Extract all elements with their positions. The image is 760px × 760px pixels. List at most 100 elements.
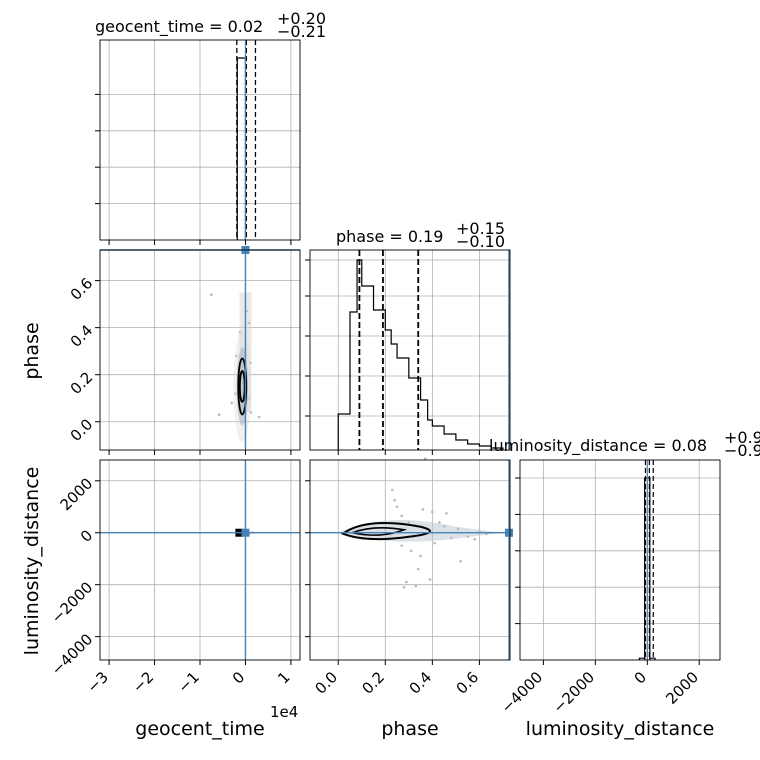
grid-horizontal [100, 94, 300, 205]
scatter-point [230, 401, 234, 405]
x-tick-label: −4000 [498, 668, 547, 717]
scatter-point [245, 309, 249, 313]
panel-phase-hist [305, 249, 511, 455]
title-geocent-time: geocent_time = 0.02 [95, 17, 263, 37]
histogram-bar [236, 57, 247, 240]
contour-contour-outer [237, 357, 248, 416]
scatter-point [445, 511, 448, 515]
y-tick-label: −2000 [48, 578, 97, 627]
grid-vertical [108, 250, 292, 450]
scatter-point [235, 354, 238, 358]
x-tick-label: 0.2 [359, 668, 389, 698]
panel-frame [99, 39, 301, 241]
contour-inner [349, 527, 408, 536]
y-tick-label: −4000 [48, 630, 97, 679]
grid-vertical [542, 460, 700, 660]
scatter-point [419, 554, 422, 558]
scatter-point [414, 584, 418, 588]
xlabel-luminosity-distance: luminosity_distance [526, 718, 715, 740]
contour-outer [340, 522, 431, 541]
scatter-point [405, 580, 408, 584]
truth-marker [241, 528, 250, 537]
x-offset-label: 1e4 [270, 703, 298, 721]
x-tick-label: 0 [631, 668, 650, 687]
scatter-point [409, 549, 413, 553]
scatter-point [400, 514, 404, 518]
y-tick-label: 2000 [57, 474, 97, 514]
y-tick-label: 0.6 [67, 274, 97, 304]
x-tick-label: −3 [84, 668, 112, 696]
x-tick-label: 1 [274, 668, 293, 687]
xlabel-geocent-time: geocent_time [135, 718, 264, 740]
panel-frame [519, 459, 721, 661]
scatter-point [433, 541, 437, 545]
x-tick-label: 2000 [662, 668, 702, 708]
scatter-point [247, 396, 250, 400]
panel-frame [99, 249, 301, 451]
x-tick-label: −2000 [550, 668, 599, 717]
y-tick-label: 0.2 [67, 368, 97, 398]
scatter-point [416, 567, 420, 571]
x-tick-label: −1 [174, 668, 202, 696]
histogram-step [337, 259, 504, 450]
grid-vertical [108, 40, 292, 240]
y-tick-label: 0.0 [67, 415, 97, 445]
title-luminosity-distance-minus: −0.93 [724, 441, 760, 460]
scatter-point [393, 498, 397, 502]
ylabel-luminosity-distance: luminosity_distance [21, 467, 43, 656]
scatter-point [391, 488, 394, 492]
title-phase: phase = 0.19 [336, 227, 443, 246]
grid-vertical [337, 460, 480, 660]
title-phase-minus: −0.10 [456, 232, 505, 251]
title-geocent-time-minus: −0.21 [277, 22, 326, 41]
panel-frame [309, 459, 511, 661]
scatter-point [400, 544, 404, 548]
scatter-point [473, 537, 477, 541]
x-tick-label: 0.6 [453, 668, 483, 698]
scatter-point [428, 578, 432, 581]
y-tick-label: 0.4 [67, 321, 97, 351]
contour-halo [233, 330, 252, 443]
density-band [338, 519, 503, 542]
grid-vertical [108, 460, 292, 660]
scatter-point [249, 411, 253, 414]
panel-frame [309, 249, 511, 451]
scatter-point [238, 331, 242, 334]
contour-contour-inner [238, 370, 246, 403]
scatter-point [431, 510, 434, 514]
x-tick-label: −2 [129, 668, 157, 696]
scatter-point [402, 585, 406, 589]
scatter-point [423, 457, 427, 461]
title-luminosity-distance-plus: +0.99 [724, 428, 760, 447]
scatter-point [234, 392, 237, 395]
title-geocent-time-plus: +0.20 [277, 9, 326, 28]
panel-geocent-time-hist [95, 39, 301, 245]
panel-luminosity-distance-vs-phase: 0.0 0.2 0.4 0.6 [305, 457, 513, 698]
scatter-point [438, 521, 441, 524]
panel-phase-vs-geocent-time: 0.0 0.2 0.4 0.6 [67, 246, 301, 455]
grid-horizontal [310, 259, 510, 417]
grid-horizontal [310, 480, 510, 638]
panel-luminosity-distance-vs-geocent-time: −4000−2000 0 2000 −3 −2 −1 0 1 [48, 459, 301, 696]
scatter-point [247, 321, 251, 325]
scatter-point [210, 293, 213, 297]
x-tick-label: 0.4 [406, 668, 436, 698]
scatter-point [395, 505, 399, 509]
truth-marker [505, 528, 513, 537]
scatter-point [257, 415, 261, 419]
scatter-point [217, 413, 221, 417]
x-tick-label: 0.0 [311, 668, 341, 698]
panel-frame [99, 459, 301, 661]
title-luminosity-distance: luminosity_distance = 0.08 [489, 436, 707, 456]
title-phase-plus: +0.15 [456, 219, 505, 238]
scatter-point [249, 361, 252, 365]
scatter-point [459, 559, 462, 563]
grid-horizontal [520, 477, 720, 624]
scatter-point [421, 508, 425, 511]
y-tick-label: 0 [77, 526, 96, 545]
grid-horizontal [100, 280, 300, 423]
x-tick-label: 0 [229, 668, 248, 687]
xlabel-phase: phase [381, 718, 438, 740]
grid-vertical [337, 250, 480, 450]
